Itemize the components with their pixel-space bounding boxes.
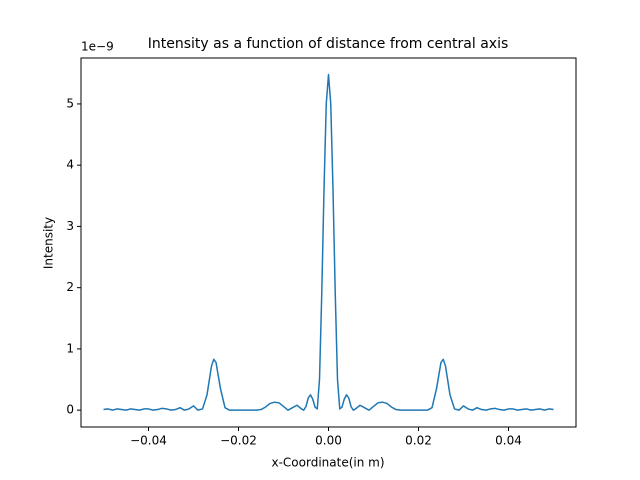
x-tick-label: 0.02	[405, 434, 432, 448]
x-tick-label: −0.02	[220, 434, 257, 448]
y-offset-label: 1e−9	[81, 40, 114, 54]
y-tick-label: 3	[66, 219, 74, 233]
x-axis-label: x-Coordinate(in m)	[271, 456, 384, 470]
x-tick-label: −0.04	[130, 434, 167, 448]
y-tick-label: 1	[66, 341, 74, 355]
y-tick-label: 2	[66, 280, 74, 294]
x-tick-label: 0.04	[495, 434, 522, 448]
data-line	[103, 73, 554, 411]
chart-title: Intensity as a function of distance from…	[148, 36, 509, 52]
axes-frame	[80, 57, 577, 428]
y-tick-label: 5	[66, 96, 74, 110]
y-axis-label: Intensity	[42, 217, 56, 269]
y-tick-label: 0	[66, 403, 74, 417]
y-tick-label: 4	[66, 158, 74, 172]
x-tick-label: 0.00	[315, 434, 342, 448]
